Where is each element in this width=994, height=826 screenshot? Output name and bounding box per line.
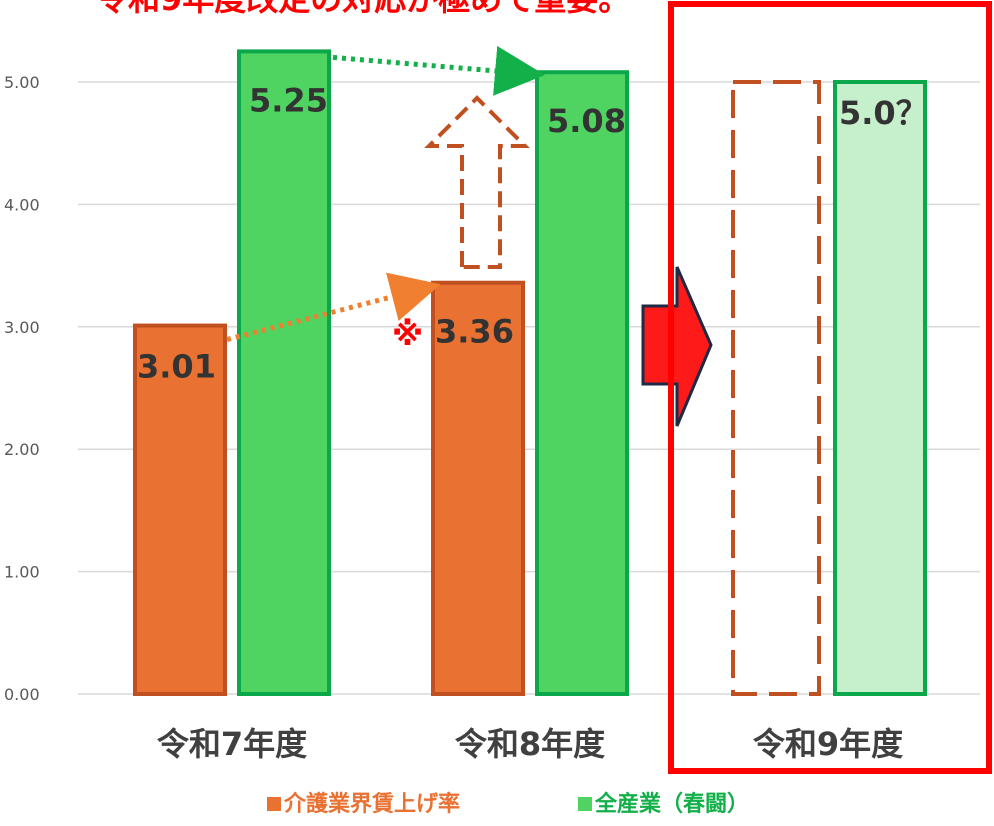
y-tick-label: 3.00 bbox=[4, 318, 40, 337]
data-label-all: 5.25 bbox=[249, 81, 328, 119]
right-arrow-icon bbox=[641, 266, 713, 427]
care-r8-note-mark: ※ bbox=[392, 315, 423, 353]
green-trend-arrow bbox=[332, 45, 545, 96]
category-labels: 令和7年度 令和8年度 令和9年度 bbox=[157, 725, 903, 763]
category-label: 令和7年度 bbox=[157, 725, 307, 763]
data-label-care: 3.01 bbox=[137, 348, 216, 386]
y-tick-label: 5.00 bbox=[4, 73, 40, 92]
category-label: 令和9年度 bbox=[753, 725, 903, 763]
bar-all bbox=[535, 70, 629, 696]
highlight-box bbox=[668, 1, 992, 774]
bar-care bbox=[431, 280, 525, 696]
dashed-up-arrow bbox=[424, 95, 530, 269]
headline-text: 令和9年度改定の対応が極めて重要。 bbox=[96, 0, 630, 18]
bar-care-projected bbox=[731, 80, 821, 696]
legend-label-all: 全産業（春闘） bbox=[594, 791, 749, 817]
category-label: 令和8年度 bbox=[455, 725, 605, 763]
bar-care bbox=[133, 323, 227, 696]
y-tick-label: 0.00 bbox=[4, 685, 40, 704]
legend-swatch-care bbox=[267, 797, 281, 811]
data-label-all: 5.08 bbox=[547, 102, 626, 140]
data-label-all: 5.0？ bbox=[839, 94, 928, 132]
bar-all bbox=[237, 49, 331, 696]
legend-label-care: 介護業界賃上げ率 bbox=[283, 791, 460, 817]
y-tick-label: 2.00 bbox=[4, 440, 40, 459]
y-axis-ticks: 0.00 1.00 2.00 3.00 4.00 5.00 bbox=[4, 73, 40, 704]
y-tick-label: 1.00 bbox=[4, 563, 40, 582]
legend: 介護業界賃上げ率 全産業（春闘） bbox=[267, 791, 749, 817]
data-label-care: 3.36 bbox=[435, 313, 514, 351]
legend-swatch-all bbox=[578, 797, 592, 811]
bar-all-projected bbox=[833, 80, 927, 696]
bars-group: 3.01 5.25 3.36 5.08 5.0？ bbox=[133, 49, 928, 696]
y-tick-label: 4.00 bbox=[4, 195, 40, 214]
